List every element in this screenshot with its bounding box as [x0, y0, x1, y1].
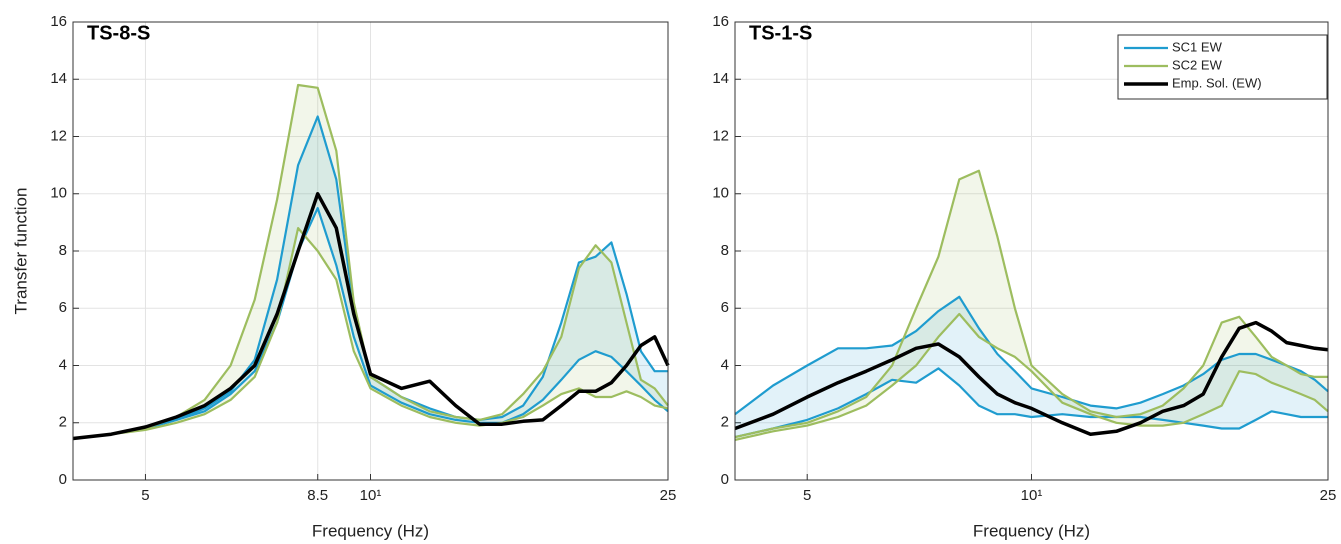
y-tick-label: 6: [59, 299, 67, 316]
panel: 0 2 4 6 8 10 12 14 16 5 8.5 10¹ 25 TS-8-S Frequency (H…: [11, 13, 676, 541]
y-tick-label: 4: [721, 356, 729, 373]
band-edge: [734, 312, 1329, 441]
y-tick-label: 8: [721, 242, 729, 259]
y-tick-label: 10: [712, 185, 729, 202]
x-tick-label: 8.5: [307, 487, 328, 504]
line: [72, 192, 670, 441]
chart-title: TS-8-S: [87, 22, 150, 44]
y-tick-label: 12: [50, 127, 67, 144]
x-tick-label: 5: [803, 487, 811, 504]
band-edge: [72, 227, 669, 440]
y-tick-label: 12: [712, 127, 729, 144]
band-edge: [734, 295, 1329, 416]
y-tick-label: 2: [59, 414, 67, 431]
y-tick-label: 10: [50, 185, 67, 202]
band-fill: [735, 296, 1328, 438]
y-tick-label: 16: [712, 13, 729, 30]
legend-label: SC1 EW: [1172, 39, 1223, 54]
x-tick-label: 25: [1320, 487, 1337, 504]
y-tick-label: 0: [721, 471, 729, 488]
y-tick-label: 14: [712, 70, 729, 87]
band-edge: [72, 115, 668, 440]
axes-box: [72, 21, 669, 481]
x-tick-label: 5: [141, 487, 149, 504]
band-edge: [72, 207, 669, 440]
band-edge: [734, 169, 1328, 439]
legend-label: SC2 EW: [1172, 57, 1223, 72]
x-tick-label: 10¹: [1021, 487, 1043, 504]
band-edge: [72, 83, 669, 440]
y-tick-label: 8: [59, 242, 67, 259]
y-axis-label: Transfer function: [11, 188, 30, 315]
y-tick-label: 4: [59, 356, 67, 373]
y-tick-label: 2: [721, 414, 729, 431]
panel: 0 2 4 6 8 10 12 14 16 5 10¹ 25 TS-1-S Frequency (Hz) S…: [712, 13, 1336, 541]
x-axis-label: Frequency (Hz): [312, 521, 429, 540]
y-tick-label: 14: [50, 70, 67, 87]
chart-title: TS-1-S: [749, 22, 812, 44]
y-tick-label: 0: [59, 471, 67, 488]
x-tick-label: 25: [660, 487, 677, 504]
axes-box: [734, 21, 1329, 481]
band-edge: [734, 367, 1328, 439]
y-tick-label: 6: [721, 299, 729, 316]
y-tick-label: 16: [50, 13, 67, 30]
x-axis-label: Frequency (Hz): [973, 521, 1090, 540]
legend-label: Emp. Sol. (EW): [1172, 75, 1262, 90]
line: [734, 320, 1329, 436]
x-tick-label: 10¹: [360, 487, 382, 504]
